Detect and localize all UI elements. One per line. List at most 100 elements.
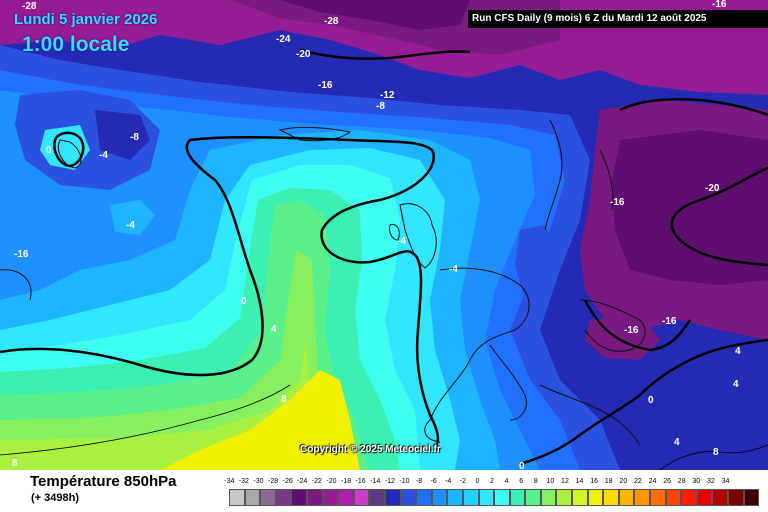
isotherm-label: 4 bbox=[733, 379, 739, 390]
scale-tick-label: -22 bbox=[311, 478, 322, 485]
scale-tick-label: 30 bbox=[692, 478, 701, 485]
scale-tick-label: 16 bbox=[590, 478, 599, 485]
scale-swatch bbox=[525, 489, 541, 506]
isotherm-label: 0 bbox=[241, 296, 247, 307]
scale-tick-label: -2 bbox=[459, 478, 466, 485]
isotherm-label: -16 bbox=[610, 197, 625, 208]
isotherm-label: 4 bbox=[735, 346, 741, 357]
scale-swatch bbox=[618, 489, 635, 506]
isotherm-minus-sixteen-east bbox=[619, 98, 768, 117]
isotherm-label: 0 bbox=[519, 461, 525, 470]
scale-swatch bbox=[431, 489, 448, 506]
isotherm-label: 4 bbox=[674, 437, 680, 448]
navy-blob-greenland bbox=[95, 110, 150, 160]
parameter-title: Température 850hPa bbox=[30, 473, 177, 490]
forecast-time: 1:00 locale bbox=[22, 33, 130, 56]
scale-swatch bbox=[447, 489, 463, 506]
isotherm-greenland bbox=[53, 131, 85, 168]
coastlines bbox=[0, 119, 646, 446]
isotherm-zero-atlantic bbox=[0, 136, 440, 447]
isotherm-label: -4 bbox=[126, 220, 135, 231]
scale-swatch bbox=[743, 489, 760, 506]
scale-swatch bbox=[712, 489, 728, 506]
forecast-date: Lundi 5 janvier 2026 bbox=[14, 11, 158, 28]
blue-spot-baltic bbox=[515, 225, 560, 300]
isotherm-label: -8 bbox=[130, 132, 139, 143]
cold-core-east bbox=[612, 130, 768, 285]
isotherm-label: -4 bbox=[397, 236, 406, 247]
isotherm-labels: -28 -28 -24 -20 -16 -12 -8 -16 -20 -16 0… bbox=[12, 0, 741, 470]
scale-tick-label: 18 bbox=[604, 478, 613, 485]
isotherm-label: 4 bbox=[271, 324, 277, 335]
scale-tick-label: -8 bbox=[415, 478, 423, 485]
scale-swatch bbox=[384, 489, 401, 506]
isotherm-zero-mediterranean bbox=[519, 338, 768, 466]
color-scale-swatches bbox=[229, 489, 760, 506]
isotherm-label: -28 bbox=[324, 16, 339, 27]
legend-bar: Température 850hPa (+ 3498h) -34 -32 -30 -2… bbox=[0, 470, 768, 512]
scale-swatch bbox=[587, 489, 604, 506]
scale-swatch bbox=[665, 489, 682, 506]
scale-tick-label: 26 bbox=[663, 478, 671, 485]
scale-tick-label: 20 bbox=[619, 478, 628, 485]
scale-swatch bbox=[260, 489, 276, 506]
isotherm-label: -4 bbox=[449, 264, 458, 275]
yellow-band bbox=[160, 370, 360, 470]
scale-tick-label: -16 bbox=[355, 478, 366, 485]
color-scale: -34 -32 -30 -28 -26 -24 -22 -20 -18 -16 -14 -12 -10-… bbox=[222, 478, 760, 506]
scale-swatch bbox=[478, 489, 495, 506]
scale-tick-label: 2 bbox=[490, 478, 494, 485]
model-run-info: Run CFS Daily (9 mois) 6 Z du Mardi 12 a… bbox=[468, 10, 768, 28]
isotherm-minus-sixteen-lower bbox=[670, 166, 768, 267]
copyright-notice: Copyright © 2025 Meteociel.fr bbox=[300, 444, 441, 455]
scale-tick-label: 8 bbox=[533, 478, 538, 485]
scale-tick-label: -26 bbox=[282, 478, 293, 485]
scale-swatch bbox=[728, 489, 744, 506]
isotherm-label: -16 bbox=[712, 0, 727, 10]
scale-swatch bbox=[416, 489, 432, 506]
isotherm-label: -4 bbox=[99, 150, 108, 161]
scale-swatch bbox=[322, 489, 339, 506]
scale-swatch bbox=[275, 489, 292, 506]
scale-swatch bbox=[400, 489, 417, 506]
scale-swatch bbox=[369, 489, 385, 506]
scale-tick-label: 0 bbox=[475, 478, 480, 485]
scale-tick-label: -12 bbox=[384, 478, 395, 485]
isotherm-label: -16 bbox=[662, 316, 677, 327]
scale-tick-label: -30 bbox=[253, 478, 264, 485]
scale-tick-label: 28 bbox=[677, 478, 686, 485]
scale-tick-label: 6 bbox=[519, 478, 524, 485]
scale-tick-label: 4 bbox=[504, 478, 509, 485]
isotherm-minus-twenty bbox=[299, 48, 471, 60]
isotherm-label: -20 bbox=[705, 183, 720, 194]
scale-tick-label: 34 bbox=[721, 478, 730, 485]
scale-swatch bbox=[572, 489, 588, 506]
forecast-lead-time: (+ 3498h) bbox=[31, 492, 79, 504]
isotherm-label: -16 bbox=[14, 249, 29, 260]
scale-tick-label: 32 bbox=[706, 478, 715, 485]
color-scale-labels: -34 -32 -30 -28 -26 -24 -22 -20 -18 -16 -14 -12 -10-… bbox=[222, 478, 759, 489]
scale-tick-label: -18 bbox=[340, 478, 352, 485]
scale-tick-label: 10 bbox=[546, 478, 555, 485]
scale-tick-label: -28 bbox=[268, 478, 279, 485]
scale-swatch bbox=[291, 489, 307, 506]
scale-tick-label: 22 bbox=[634, 478, 642, 485]
isotherm-label: -28 bbox=[22, 1, 37, 12]
isotherm-label: -24 bbox=[276, 34, 291, 45]
isotherm-label: -12 bbox=[380, 90, 395, 101]
isotherm-label: 8 bbox=[713, 447, 719, 458]
isotherm-label: -20 bbox=[296, 49, 311, 60]
scale-swatch bbox=[229, 489, 245, 506]
scale-swatch bbox=[681, 489, 697, 506]
thin-isotherms bbox=[0, 384, 768, 470]
cold-core-north-2 bbox=[280, 0, 470, 30]
scale-tick-label: 24 bbox=[648, 478, 657, 485]
scale-swatch bbox=[634, 489, 651, 506]
scale-tick-label: -32 bbox=[238, 478, 249, 485]
scale-swatch bbox=[306, 489, 323, 506]
isotherm-label: 8 bbox=[281, 394, 287, 405]
scale-tick-label: -34 bbox=[224, 478, 235, 485]
temperature-map: -28 -28 -24 -20 -16 -12 -8 -16 -20 -16 0… bbox=[0, 0, 768, 470]
isotherm-label: 8 bbox=[12, 458, 18, 469]
isotherm-minus-sixteen-sea bbox=[583, 299, 692, 352]
